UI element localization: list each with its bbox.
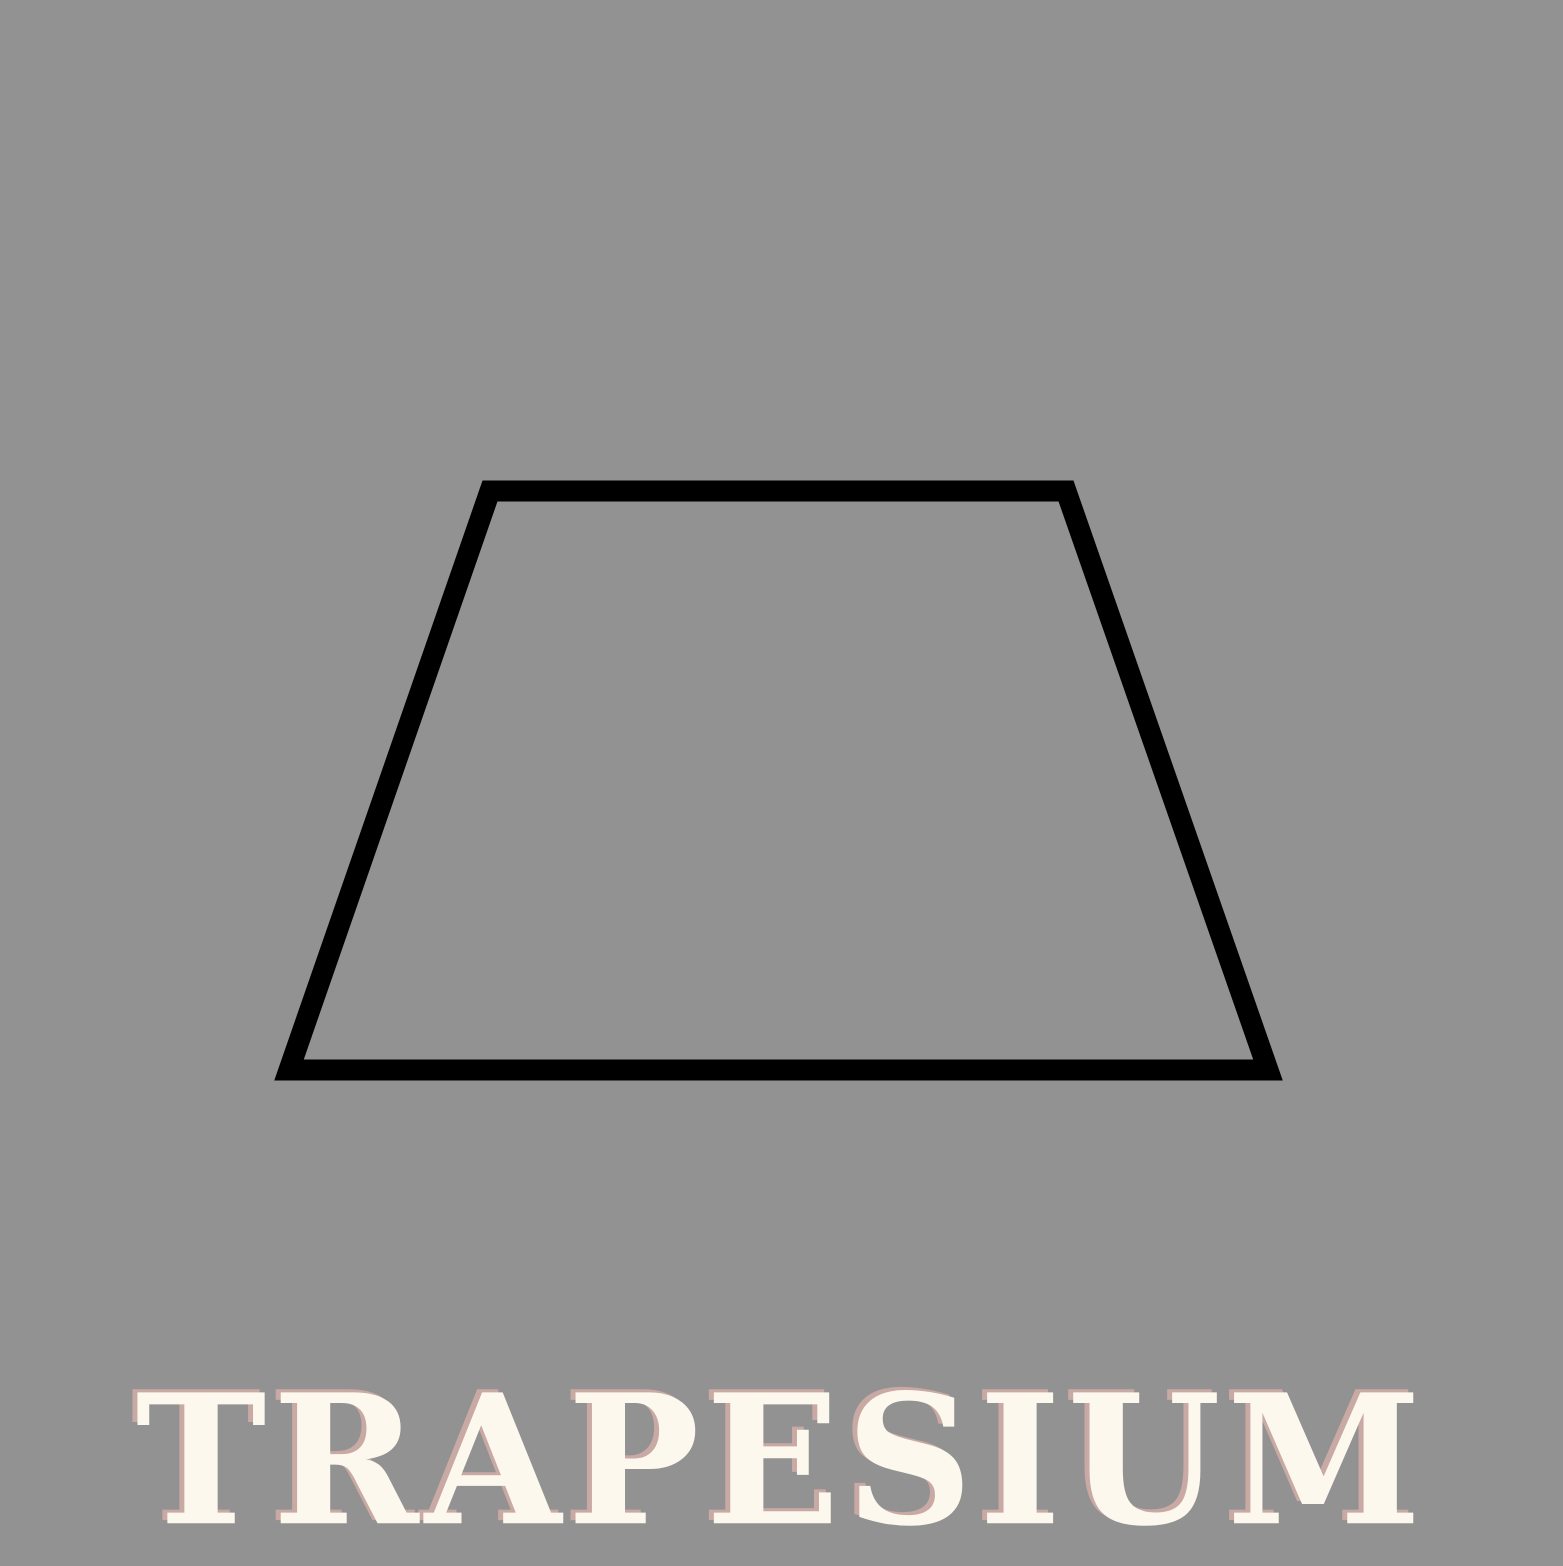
shape-title: TRAPESIUM (135, 1354, 1428, 1566)
trapezium-shape (274, 480, 1283, 1081)
